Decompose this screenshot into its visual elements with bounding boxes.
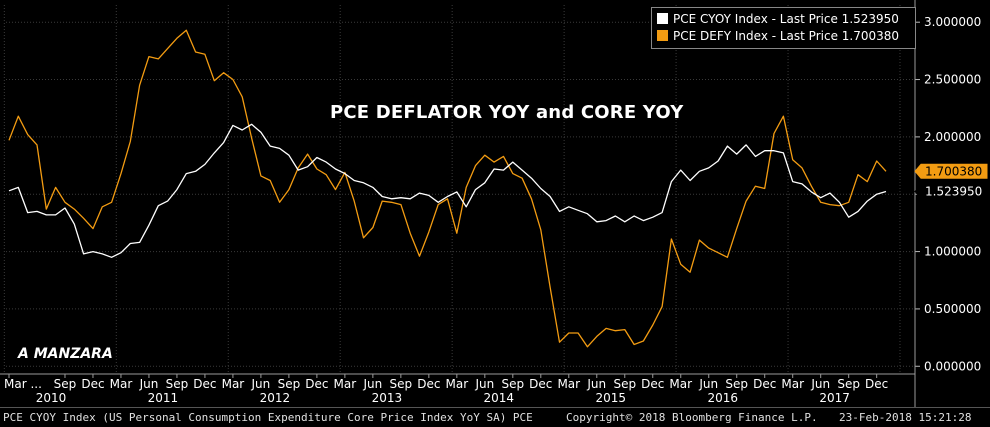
x-tick-label: Mar [781, 377, 804, 391]
y-tick-label: 2.000000 [924, 130, 981, 144]
x-year-label: 2010 [36, 391, 67, 405]
x-tick-label: Dec [753, 377, 776, 391]
y-tick-label: 0.000000 [924, 359, 981, 373]
x-tick-label: Mar [110, 377, 133, 391]
legend-item-deflator: PCE DEFY Index - Last Price 1.700380 [657, 29, 899, 45]
x-tick-label: Sep [725, 377, 748, 391]
x-year-label: 2017 [819, 391, 850, 405]
x-tick-label: Mar [557, 377, 580, 391]
y-tick-label: 0.500000 [924, 302, 981, 316]
x-tick-label: Sep [613, 377, 636, 391]
x-tick-label: Dec [641, 377, 664, 391]
last-price-tag-core [914, 183, 988, 199]
x-tick-label: Dec [193, 377, 216, 391]
x-tick-label: Mar ... [4, 377, 42, 391]
y-tick-label: 1.000000 [924, 245, 981, 259]
x-tick-label: Jun [251, 377, 271, 391]
x-year-label: 2011 [148, 391, 179, 405]
series-line-deflator [8, 29, 887, 348]
x-tick-label: Dec [417, 377, 440, 391]
line-chart: 0.0000000.5000001.0000001.5000002.000000… [0, 0, 988, 407]
x-tick-label: Sep [837, 377, 860, 391]
author-watermark: A MANZARA [18, 346, 113, 362]
x-tick-label: Sep [501, 377, 524, 391]
x-year-label: 2012 [260, 391, 291, 405]
x-tick-label: Jun [810, 377, 830, 391]
legend-swatch-deflator [657, 30, 668, 41]
footer-source: PCE CYOY Index (US Personal Consumption … [3, 411, 533, 424]
x-tick-label: Sep [166, 377, 189, 391]
series-line-core [8, 123, 887, 258]
x-year-label: 2016 [707, 391, 738, 405]
x-tick-label: Mar [222, 377, 245, 391]
x-tick-label: Dec [305, 377, 328, 391]
y-tick-label: 3.000000 [924, 15, 981, 29]
x-tick-label: Jun [139, 377, 159, 391]
legend-swatch-core [657, 13, 668, 24]
x-tick-label: Dec [865, 377, 888, 391]
y-tick-label: 2.500000 [924, 73, 981, 87]
x-tick-label: Dec [529, 377, 552, 391]
footer-copyright: Copyright© 2018 Bloomberg Finance L.P. [566, 411, 818, 424]
x-tick-label: Sep [278, 377, 301, 391]
legend: PCE CYOY Index - Last Price 1.523950 PCE… [651, 7, 916, 49]
footer-timestamp: 23-Feb-2018 15:21:28 [839, 411, 972, 424]
x-tick-label: Sep [390, 377, 413, 391]
x-year-label: 2015 [595, 391, 626, 405]
legend-label-core: PCE CYOY Index - Last Price 1.523950 [673, 12, 899, 26]
x-tick-label: Mar [334, 377, 357, 391]
x-tick-label: Jun [586, 377, 606, 391]
x-tick-label: Dec [81, 377, 104, 391]
x-year-label: 2014 [484, 391, 515, 405]
legend-item-core: PCE CYOY Index - Last Price 1.523950 [657, 12, 899, 28]
x-tick-label: Mar [669, 377, 692, 391]
last-price-tag-core-label: 1.523950 [925, 184, 982, 198]
chart-title: PCE DEFLATOR YOY and CORE YOY [330, 102, 684, 123]
x-year-label: 2013 [372, 391, 403, 405]
last-price-tag-deflator [914, 163, 988, 179]
x-tick-label: Jun [474, 377, 494, 391]
x-tick-label: Jun [698, 377, 718, 391]
last-price-tag-deflator-label: 1.700380 [925, 164, 982, 178]
x-tick-label: Mar [446, 377, 469, 391]
legend-label-deflator: PCE DEFY Index - Last Price 1.700380 [673, 29, 900, 43]
x-tick-label: Jun [362, 377, 382, 391]
x-tick-label: Sep [54, 377, 77, 391]
footer-bar: PCE CYOY Index (US Personal Consumption … [0, 407, 990, 427]
